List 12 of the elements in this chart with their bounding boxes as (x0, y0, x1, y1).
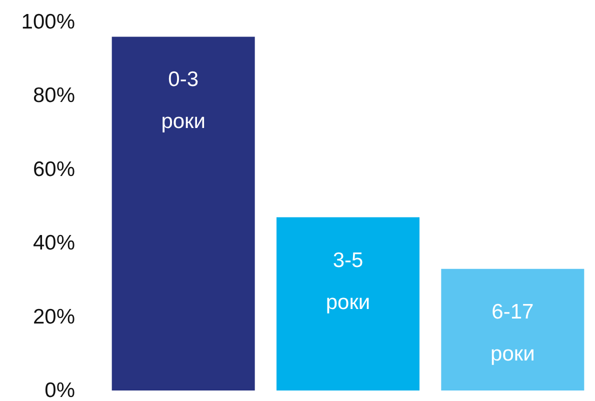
x-tick-label: 3-5 роки (326, 248, 370, 314)
bar (441, 268, 584, 390)
bar (276, 217, 420, 390)
x-tick-label: 0-3 роки (161, 68, 206, 134)
y-tick-label: 40% (32, 232, 75, 255)
y-tick-label: 80% (32, 84, 75, 108)
y-tick-label: 20% (32, 305, 75, 328)
y-tick-label: 60% (32, 158, 75, 181)
y-tick-label: 0% (44, 379, 75, 401)
x-tick-label: 6-17 роки (490, 300, 535, 366)
y-tick-label: 100% (21, 10, 75, 34)
bar (112, 36, 255, 390)
